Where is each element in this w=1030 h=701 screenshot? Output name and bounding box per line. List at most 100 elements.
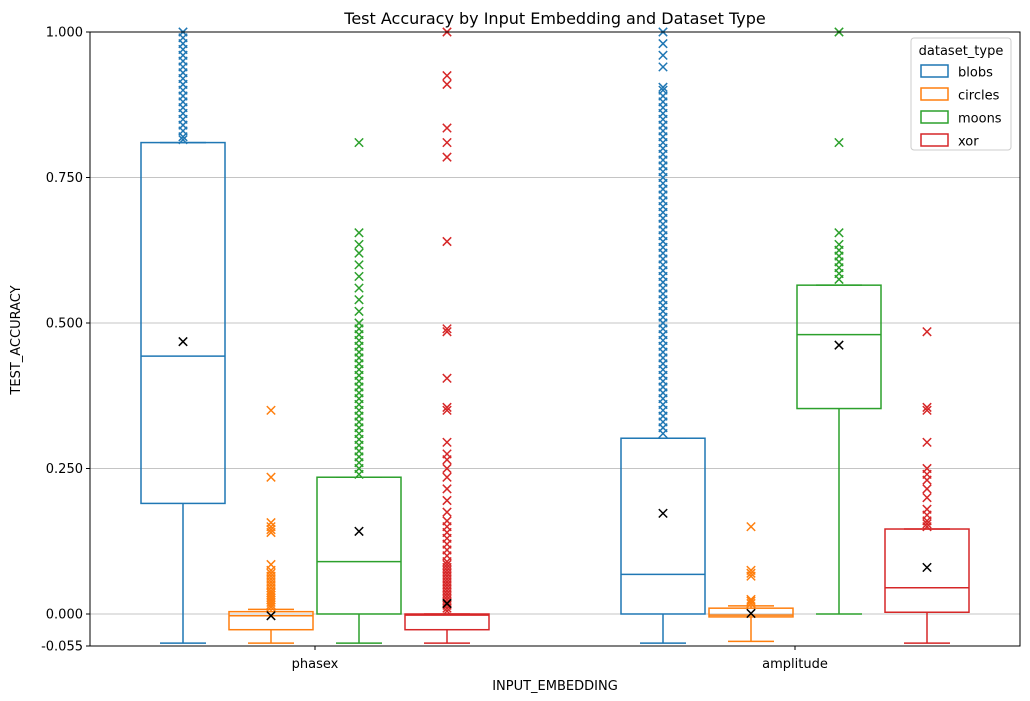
outlier-point — [442, 326, 452, 337]
marker-stroke — [922, 484, 932, 494]
outlier-point — [442, 137, 452, 148]
outlier-point — [658, 38, 668, 49]
marker-stroke — [746, 598, 756, 609]
mean-marker — [658, 508, 668, 519]
legend-label-circles: circles — [958, 89, 1000, 104]
marker-stroke — [834, 340, 844, 350]
marker-stroke — [658, 85, 668, 95]
marker-stroke — [922, 405, 932, 416]
box-blobs-phasex — [140, 27, 226, 644]
outlier-point — [442, 472, 452, 482]
outlier-point — [746, 568, 756, 578]
y-tick-label: 0.500 — [46, 316, 83, 331]
box-blobs-amplitude — [620, 27, 706, 644]
outlier-point — [442, 559, 452, 570]
outlier-point — [442, 437, 452, 448]
marker-stroke — [746, 608, 756, 619]
chart-title: Test Accuracy by Input Embedding and Dat… — [343, 9, 765, 28]
outlier-point — [266, 524, 276, 535]
outlier-point — [354, 239, 364, 250]
marker-stroke — [922, 519, 932, 529]
marker-stroke — [354, 248, 364, 258]
marker-stroke — [354, 318, 364, 328]
outlier-point — [834, 228, 844, 238]
marker-stroke — [442, 495, 452, 506]
marker-stroke — [922, 504, 932, 514]
marker-stroke — [442, 236, 452, 247]
outlier-point — [922, 519, 932, 529]
outlier-point — [442, 236, 452, 247]
marker-stroke — [658, 50, 668, 61]
box-xor-amplitude — [884, 326, 970, 644]
marker-stroke — [266, 559, 276, 570]
marker-stroke — [442, 123, 452, 133]
legend-swatch-circles — [920, 87, 949, 101]
outlier-point — [442, 463, 452, 474]
outlier-point — [746, 565, 756, 576]
marker-stroke — [442, 559, 452, 570]
outlier-point — [442, 405, 452, 416]
outlier-point — [442, 449, 452, 459]
x-tick-label: phasex — [292, 657, 339, 672]
grid-lines — [90, 177, 1020, 615]
box-circles-amplitude — [708, 521, 794, 643]
box-moons-phasex — [316, 137, 402, 644]
outlier-point — [922, 484, 932, 494]
marker-stroke — [442, 472, 452, 482]
y-tick-label: -0.055 — [41, 640, 83, 655]
marker-stroke — [658, 38, 668, 49]
marker-stroke — [922, 463, 932, 474]
marker-stroke — [178, 134, 188, 145]
marker-stroke — [442, 449, 452, 459]
marker-stroke — [354, 526, 364, 537]
marker-stroke — [354, 271, 364, 282]
legend-swatch-moons — [920, 110, 949, 124]
outlier-point — [922, 437, 932, 448]
outlier-point — [658, 85, 668, 95]
outlier-point — [442, 70, 452, 81]
marker-stroke — [354, 260, 364, 270]
outlier-point — [266, 559, 276, 570]
outlier-point — [442, 324, 452, 334]
y-axis-label: TEST_ACCURACY — [9, 285, 24, 395]
outlier-point — [834, 137, 844, 148]
axes: -0.055 0.000 0.250 0.500 0.750 1.000 phasex amp… — [41, 26, 828, 673]
marker-stroke — [442, 373, 452, 384]
x-tick-label: amplitude — [762, 657, 828, 672]
plot-frame — [89, 31, 1021, 647]
marker-stroke — [442, 507, 452, 517]
marker-stroke — [442, 152, 452, 162]
outlier-point — [354, 248, 364, 258]
iqr-box — [140, 141, 226, 505]
outlier-point — [658, 62, 668, 72]
iqr-box — [620, 437, 706, 615]
marker-stroke — [266, 611, 276, 621]
outlier-point — [266, 405, 276, 416]
mean-marker — [442, 598, 452, 609]
marker-stroke — [442, 402, 452, 413]
outlier-point — [922, 326, 932, 337]
outlier-point — [266, 568, 276, 578]
marker-stroke — [658, 62, 668, 72]
x-axis-label: INPUT_EMBEDDING — [492, 679, 618, 694]
marker-stroke — [442, 326, 452, 337]
mean-marker — [834, 340, 844, 350]
outlier-point — [442, 123, 452, 133]
outlier-point — [746, 521, 756, 532]
marker-stroke — [746, 594, 756, 605]
outlier-point — [354, 271, 364, 282]
marker-stroke — [442, 437, 452, 448]
iqr-box — [796, 284, 882, 410]
outlier-point — [922, 463, 932, 474]
outlier-point — [266, 517, 276, 528]
legend-title: dataset_type — [919, 44, 1004, 59]
marker-stroke — [354, 137, 364, 148]
marker-stroke — [266, 524, 276, 535]
marker-stroke — [266, 521, 276, 532]
outlier-point — [354, 260, 364, 270]
marker-stroke — [746, 568, 756, 578]
legend-label-xor: xor — [958, 135, 979, 150]
outlier-point — [442, 373, 452, 384]
marker-stroke — [266, 517, 276, 528]
